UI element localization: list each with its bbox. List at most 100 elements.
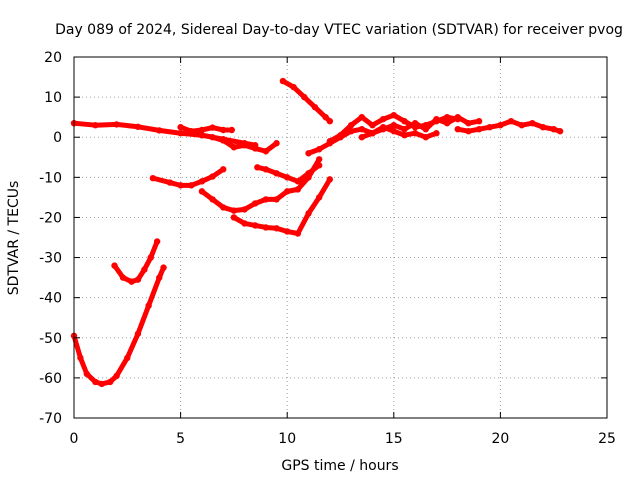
data-point [241, 142, 248, 149]
data-point [369, 121, 376, 129]
data-point [92, 121, 99, 129]
data-point [284, 228, 291, 235]
data-point [326, 138, 334, 145]
data-point [454, 126, 461, 133]
data-point [124, 354, 131, 362]
data-point [113, 121, 120, 128]
data-point [128, 278, 135, 285]
y-tick-label: -10 [39, 170, 62, 186]
data-point [486, 123, 493, 131]
data-point [433, 115, 440, 123]
data-point [454, 113, 461, 121]
series-arc-4 [149, 166, 227, 189]
data-point [220, 166, 227, 173]
data-point [83, 370, 90, 378]
data-point [465, 119, 472, 127]
data-point [358, 113, 366, 121]
data-point [305, 210, 312, 217]
data-point [556, 128, 564, 135]
data-point [107, 378, 114, 386]
data-point [497, 121, 504, 129]
data-point [262, 148, 270, 155]
series-arc-6 [230, 176, 334, 237]
data-point [326, 117, 334, 125]
series-arc-2 [177, 123, 235, 135]
data-point [358, 134, 366, 141]
series-arc-7 [254, 162, 323, 185]
series-arc-8 [279, 77, 334, 125]
data-point [379, 126, 387, 133]
y-tick-label: 10 [44, 90, 62, 106]
data-point [220, 204, 227, 211]
data-point [305, 150, 312, 157]
data-point [290, 83, 297, 91]
data-point [284, 174, 291, 181]
data-point [77, 354, 84, 362]
tick-layer: 0 5 10 15 20 25 -70 -60 -50 -40 -30 -20 -10 0 10 20 [39, 50, 616, 447]
data-point [422, 134, 429, 141]
data-point [401, 126, 408, 133]
series-arc-3 [198, 132, 280, 155]
data-point [315, 194, 323, 201]
data-point [156, 274, 163, 281]
data-point [284, 188, 291, 195]
data-point [145, 302, 152, 309]
data-point [209, 134, 216, 141]
x-tick-label: 20 [491, 431, 509, 447]
data-point [273, 225, 280, 232]
data-point [443, 113, 451, 121]
data-point [539, 123, 547, 131]
data-point [529, 119, 536, 127]
data-point [230, 144, 238, 151]
data-point [262, 196, 270, 203]
data-point [153, 238, 161, 245]
plot-frame [73, 56, 608, 419]
data-point [177, 182, 184, 189]
data-point [209, 124, 216, 131]
data-point [228, 126, 235, 134]
series-line [71, 120, 258, 148]
data-point [315, 162, 323, 169]
data-point [518, 121, 525, 129]
data-point [230, 214, 238, 221]
data-point [220, 126, 227, 134]
data-point [390, 111, 397, 119]
data-point [279, 77, 287, 85]
data-point [198, 132, 206, 139]
series-arc-9 [70, 264, 167, 388]
data-point [209, 196, 216, 203]
data-point [550, 126, 557, 133]
data-point [411, 130, 419, 137]
data-point [241, 220, 248, 227]
data-point [401, 117, 408, 125]
chart-title: Day 089 of 2024, Sidereal Day-to-day VTE… [55, 22, 623, 38]
data-point [98, 380, 105, 388]
data-point [166, 179, 174, 186]
series-arc-13 [358, 113, 483, 141]
series-arc-1 [70, 119, 259, 149]
data-point [134, 276, 142, 283]
data-point [198, 188, 206, 195]
data-point [465, 128, 472, 135]
x-tick-label: 5 [176, 431, 185, 447]
data-point [149, 174, 157, 182]
data-point [443, 119, 451, 127]
data-point [177, 123, 184, 131]
data-point [294, 178, 302, 185]
x-tick-label: 10 [278, 431, 296, 447]
data-point [188, 182, 195, 189]
x-tick-label: 15 [385, 431, 403, 447]
data-point [92, 378, 99, 386]
data-point [262, 224, 270, 231]
series-line [231, 176, 333, 236]
data-point [315, 156, 323, 163]
data-point [294, 186, 302, 193]
data-point [305, 170, 312, 177]
data-point [111, 262, 118, 269]
y-tick-label: -70 [39, 411, 62, 427]
data-point [254, 164, 261, 171]
data-point [315, 146, 323, 153]
